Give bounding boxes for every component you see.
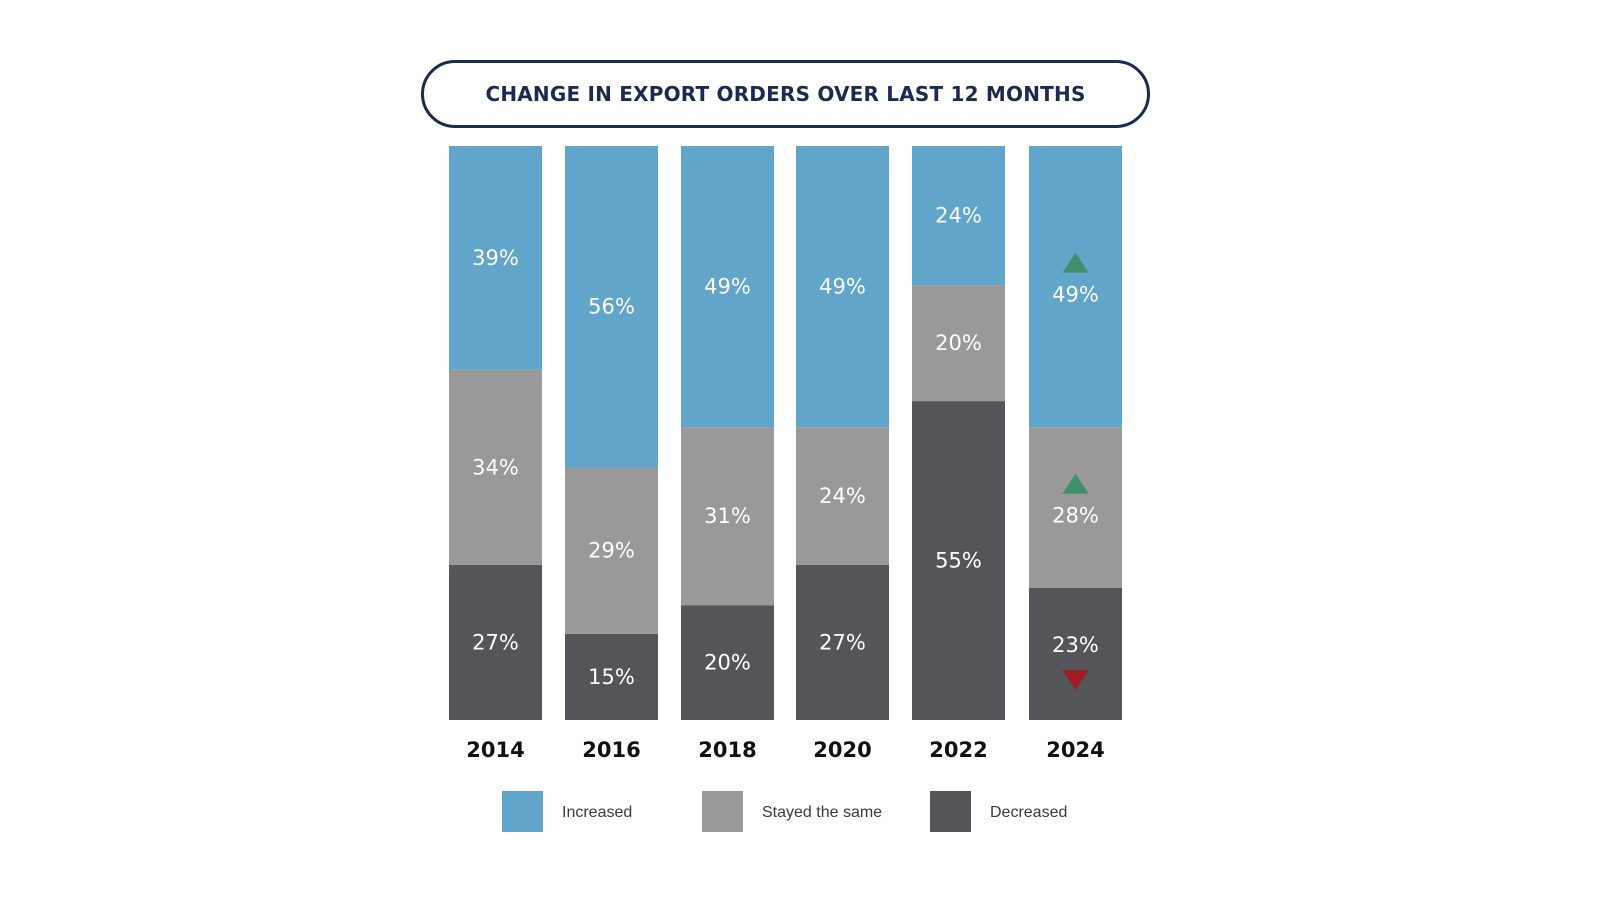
data-label-2016-decreased: 15% [588, 665, 635, 689]
data-label-2014-stayed-the-same: 34% [472, 455, 519, 479]
bar-2024-increased [1029, 146, 1122, 428]
up-arrow-icon [1062, 252, 1089, 273]
x-tick-label-2018: 2018 [698, 738, 756, 762]
bar-2022-stayed-the-same [912, 285, 1005, 402]
bar-2014-decreased [449, 565, 542, 720]
data-label-2024-stayed-the-same: 28% [1052, 504, 1099, 528]
legend-label-stayed-the-same: Stayed the same [762, 804, 882, 821]
chart-title-box: CHANGE IN EXPORT ORDERS OVER LAST 12 MON… [421, 60, 1150, 128]
bar-2016-increased [565, 146, 658, 468]
data-label-2024-increased: 49% [1052, 283, 1099, 307]
data-label-2014-increased: 39% [472, 246, 519, 270]
data-label-2018-increased: 49% [704, 275, 751, 299]
x-tick-label-2020: 2020 [813, 738, 871, 762]
bar-2018-increased [681, 146, 774, 428]
bar-2024-decreased [1029, 587, 1122, 720]
bar-2020-decreased [796, 565, 889, 720]
up-arrow-icon [1062, 473, 1089, 494]
data-label-2020-decreased: 27% [819, 631, 866, 655]
legend-label-decreased: Decreased [990, 804, 1067, 821]
x-tick-label-2014: 2014 [466, 738, 524, 762]
data-label-2020-increased: 49% [819, 275, 866, 299]
legend-label-increased: Increased [562, 804, 632, 821]
bar-2022-decreased [912, 401, 1005, 720]
data-label-2018-decreased: 20% [704, 651, 751, 675]
bar-2016-decreased [565, 633, 658, 720]
data-label-2014-decreased: 27% [472, 631, 519, 655]
bar-2024-stayed-the-same [1029, 427, 1122, 588]
bar-2022-increased [912, 146, 1005, 286]
x-tick-label-2022: 2022 [929, 738, 987, 762]
down-arrow-icon [1062, 669, 1089, 690]
data-label-2022-stayed-the-same: 20% [935, 331, 982, 355]
chart-title: CHANGE IN EXPORT ORDERS OVER LAST 12 MON… [485, 82, 1086, 106]
legend-swatch-decreased [930, 791, 971, 832]
data-label-2016-increased: 56% [588, 295, 635, 319]
data-label-2024-decreased: 23% [1052, 633, 1099, 657]
legend-swatch-increased [502, 791, 543, 832]
data-label-2022-increased: 24% [935, 204, 982, 228]
data-label-2018-stayed-the-same: 31% [704, 504, 751, 528]
bar-2014-stayed-the-same [449, 369, 542, 566]
x-tick-label-2024: 2024 [1046, 738, 1104, 762]
legend-swatch-stayed-the-same [702, 791, 743, 832]
data-label-2016-stayed-the-same: 29% [588, 539, 635, 563]
bar-2018-stayed-the-same [681, 427, 774, 606]
bar-2014-increased [449, 146, 542, 370]
data-label-2022-decreased: 55% [935, 549, 982, 573]
bar-2020-stayed-the-same [796, 427, 889, 566]
x-tick-label-2016: 2016 [582, 738, 640, 762]
bar-2020-increased [796, 146, 889, 428]
data-label-2020-stayed-the-same: 24% [819, 484, 866, 508]
bar-2018-decreased [681, 605, 774, 720]
bar-2016-stayed-the-same [565, 467, 658, 634]
